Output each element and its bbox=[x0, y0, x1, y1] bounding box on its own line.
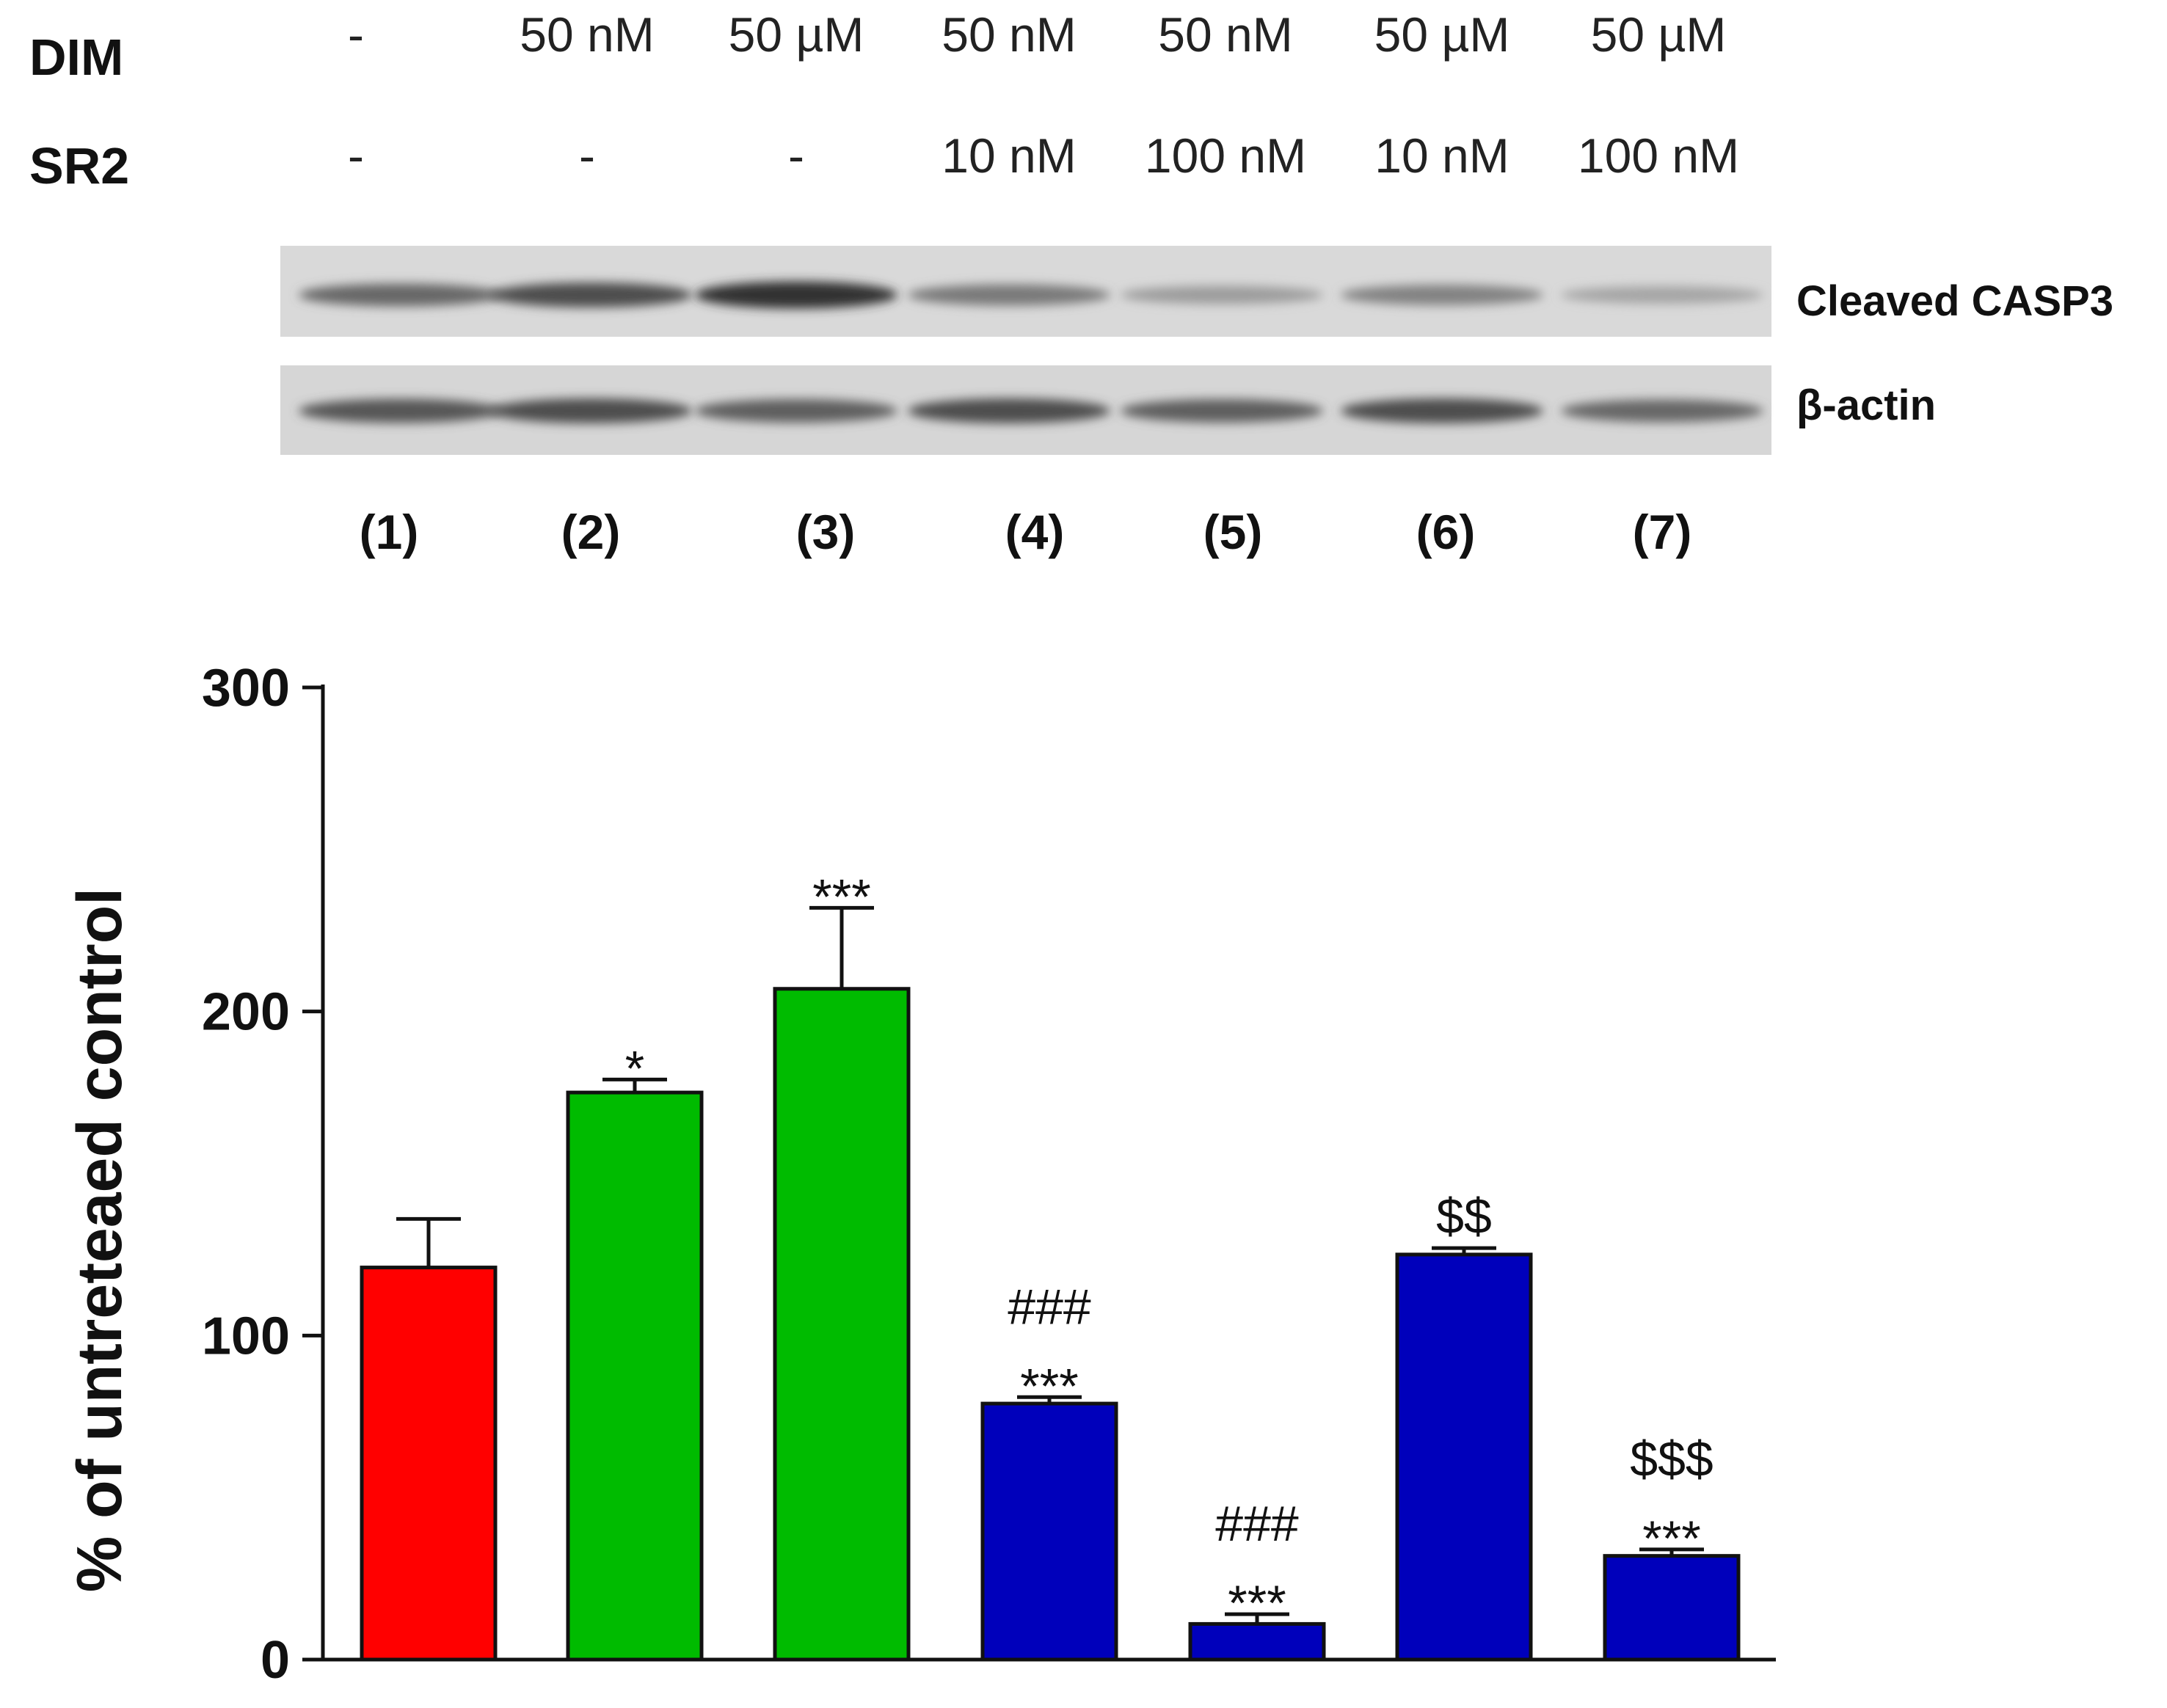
bar-7 bbox=[1603, 1554, 1741, 1662]
casp3-bands bbox=[299, 281, 1763, 309]
actin-band-lane-7 bbox=[1561, 399, 1763, 423]
condition-dim-lane-6: 50 µM bbox=[1374, 7, 1510, 62]
cleaved-casp3-label: Cleaved CASP3 bbox=[1796, 277, 2113, 325]
casp3-band-lane-3 bbox=[695, 281, 897, 309]
y-axis-label: % of untreteaed control bbox=[65, 888, 135, 1592]
bar-5 bbox=[1188, 1621, 1326, 1662]
beta-actin-label: β-actin bbox=[1796, 382, 1936, 429]
sr2-row-label: SR2 bbox=[29, 137, 129, 194]
y-tick-label-300: 300 bbox=[202, 659, 290, 718]
actin-band-lane-5 bbox=[1121, 399, 1323, 423]
lane-label-7: (7) bbox=[1633, 505, 1692, 559]
condition-sr2-lane-7: 100 nM bbox=[1578, 128, 1739, 183]
condition-sr2-lane-4: 10 nM bbox=[942, 128, 1076, 183]
condition-dim-lane-2: 50 nM bbox=[520, 7, 654, 62]
casp3-band-lane-1 bbox=[299, 283, 501, 307]
actin-band-lane-3 bbox=[695, 399, 897, 423]
condition-sr2-lane-5: 100 nM bbox=[1145, 128, 1306, 183]
y-axis-ticks: 0 100 200 300 bbox=[202, 659, 323, 1690]
significance-label-bar-2-1: * bbox=[625, 1040, 644, 1096]
condition-sr2-lane-2: - bbox=[579, 128, 595, 183]
casp3-band-lane-6 bbox=[1341, 285, 1543, 305]
lane-label-5: (5) bbox=[1203, 505, 1263, 559]
y-tick-label-200: 200 bbox=[202, 983, 290, 1042]
lane-number-row: (1) (2) (3) (4) (5) (6) (7) bbox=[360, 505, 1692, 559]
lane-label-3: (3) bbox=[796, 505, 856, 559]
bar-1 bbox=[360, 1266, 498, 1662]
actin-band-lane-6 bbox=[1341, 398, 1543, 423]
condition-dim-lane-4: 50 nM bbox=[942, 7, 1076, 62]
condition-sr2-lane-1: - bbox=[348, 128, 364, 183]
y-tick-label-0: 0 bbox=[261, 1631, 290, 1690]
casp3-band-lane-4 bbox=[908, 284, 1110, 306]
significance-label-bar-5-1: ### bbox=[1215, 1496, 1299, 1552]
condition-sr2-lane-3: - bbox=[788, 128, 804, 183]
condition-sr2-lane-6: 10 nM bbox=[1374, 128, 1509, 183]
bar-4 bbox=[980, 1401, 1118, 1662]
lane-label-2: (2) bbox=[561, 505, 621, 559]
western-blot: Cleaved CASP3 β-actin (1) (2) (3) (4) (5) (6)… bbox=[280, 246, 2113, 559]
bars: ****###***###***$$$$$*** bbox=[360, 869, 1741, 1662]
dim-row-label: DIM bbox=[29, 29, 123, 86]
condition-dim-lane-7: 50 µM bbox=[1591, 7, 1727, 62]
significance-label-bar-3-1: *** bbox=[812, 869, 870, 924]
actin-band-lane-4 bbox=[908, 398, 1110, 423]
lane-label-6: (6) bbox=[1416, 505, 1476, 559]
bar-3 bbox=[773, 987, 911, 1662]
actin-band-lane-1 bbox=[299, 398, 501, 423]
actin-bands bbox=[299, 398, 1763, 423]
significance-label-bar-6-1: $$ bbox=[1436, 1189, 1492, 1244]
casp3-band-lane-2 bbox=[489, 282, 692, 307]
condition-dim-lane-3: 50 µM bbox=[729, 7, 864, 62]
dim-condition-row: - 50 nM 50 µM 50 nM 50 nM 50 µM 50 µM bbox=[348, 7, 1726, 62]
significance-label-bar-4-1: ### bbox=[1008, 1279, 1091, 1335]
significance-label-bar-4-2: *** bbox=[1020, 1358, 1078, 1414]
lane-label-4: (4) bbox=[1005, 505, 1065, 559]
casp3-band-lane-7 bbox=[1561, 286, 1763, 304]
lane-label-1: (1) bbox=[360, 505, 419, 559]
sr2-condition-row: - - - 10 nM 100 nM 10 nM 100 nM bbox=[348, 128, 1739, 183]
significance-label-bar-5-2: *** bbox=[1228, 1575, 1286, 1631]
treatment-header: DIM SR2 -50 nM 50 µM 50 nM 50 nM 50 µM 50 µM … bbox=[29, 7, 1739, 194]
casp3-band-lane-5 bbox=[1121, 285, 1323, 304]
bar-2 bbox=[566, 1090, 704, 1662]
significance-label-bar-7-1: $$$ bbox=[1630, 1431, 1713, 1487]
actin-band-lane-2 bbox=[489, 398, 692, 423]
condition-dim-lane-1: - bbox=[348, 7, 364, 62]
significance-label-bar-7-2: *** bbox=[1642, 1511, 1700, 1566]
bar-6 bbox=[1395, 1252, 1533, 1662]
y-tick-label-100: 100 bbox=[202, 1307, 290, 1365]
condition-dim-lane-5: 50 nM bbox=[1158, 7, 1292, 62]
